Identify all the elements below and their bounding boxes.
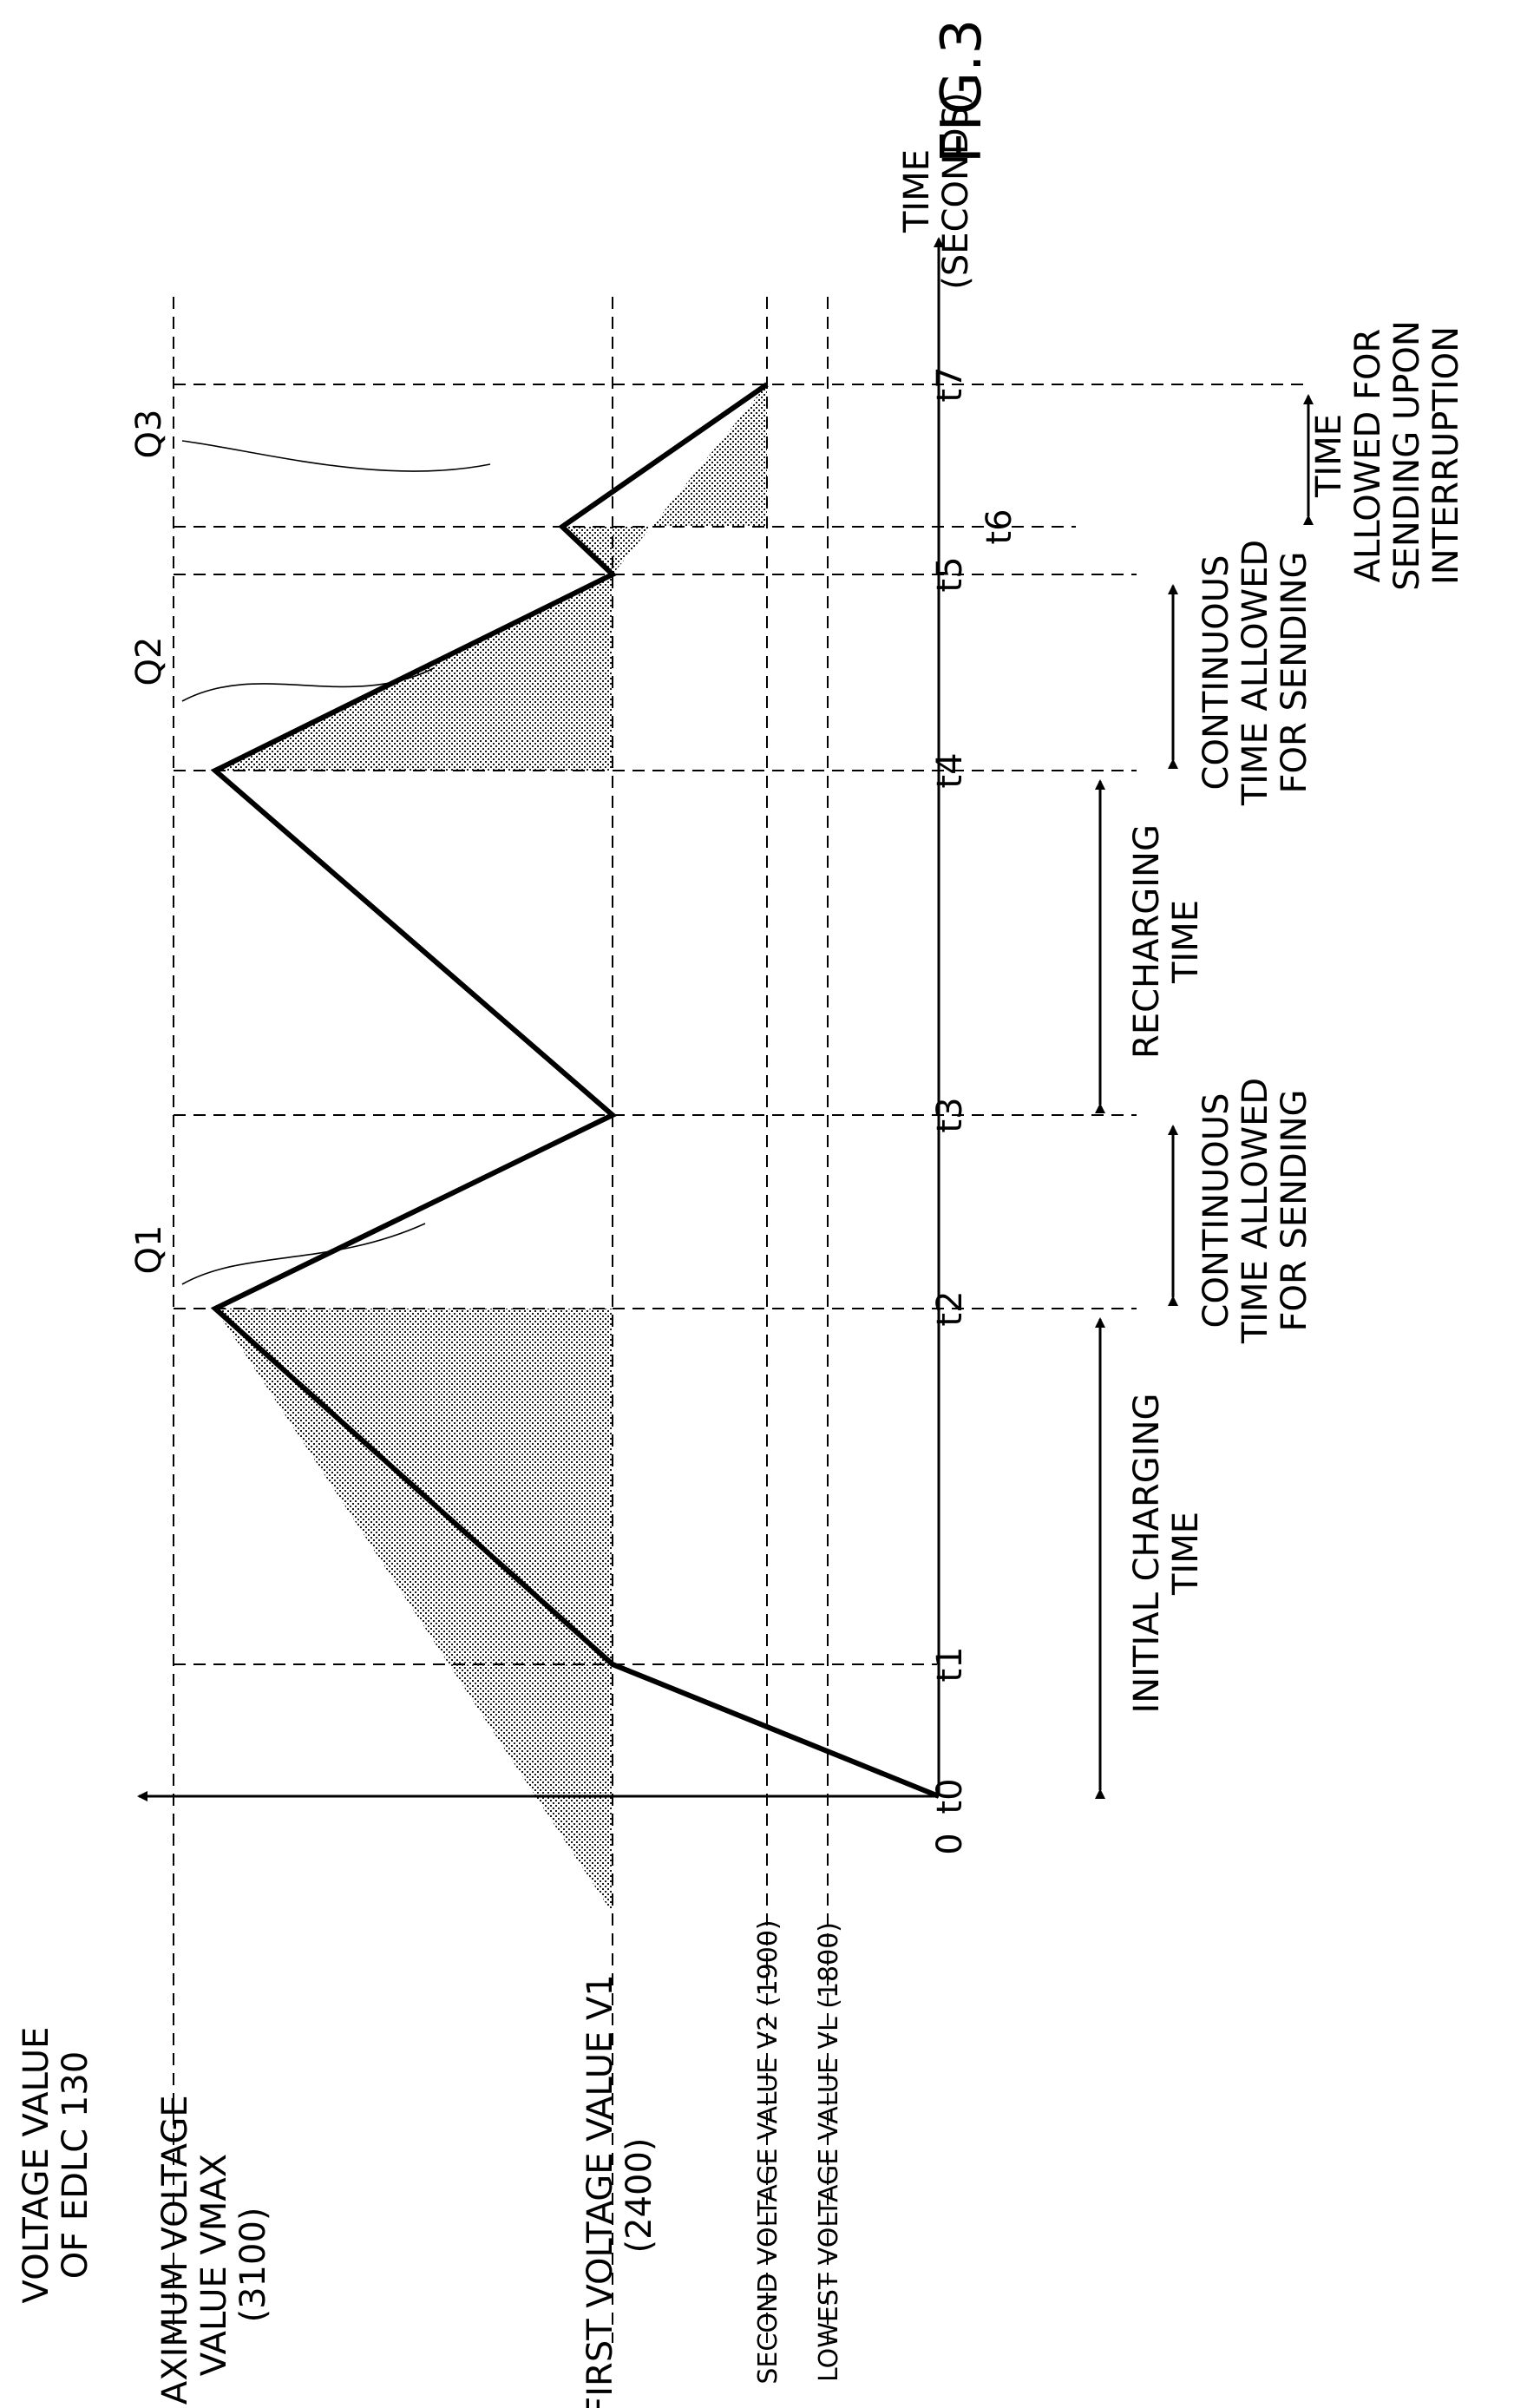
tick-t1: t1 [930,1646,970,1682]
area-q3-shade [562,384,767,574]
x-axis-title-line2: (SECONDS) [936,92,976,289]
q1-leader [181,1223,426,1285]
tick-t4: t4 [930,752,970,788]
vmax-label-line3: (3100) [233,2207,273,2322]
y-axis-title-line2: OF EDLC 130 [56,2051,95,2280]
interruption-line1: TIME [1309,414,1349,498]
interruption-line2: ALLOWED FOR [1348,329,1388,583]
area-q2-label: Q2 [129,637,169,686]
x-axis-title-line1: TIME [897,149,937,233]
continuous-1-line3: FOR SENDING [1275,1089,1314,1331]
vmax-label-line1: MAXIMUM VOLTAGE [155,2095,195,2408]
origin-label: 0 [930,1833,970,1854]
figure-label: FIG.3 [930,19,994,163]
vmax-label-line2: VALUE VMAX [194,2154,234,2376]
recharging-line1: RECHARGING [1127,824,1167,1059]
y-axis-title-line1: VOLTAGE VALUE [16,2027,56,2304]
initial-charging-line2: TIME [1166,1512,1206,1596]
interruption-line3: SENDING UPON [1387,320,1427,591]
continuous-1-line2: TIME ALLOWED [1235,1078,1275,1344]
tick-t7: t7 [930,366,970,402]
interruption-line4: INTERRUPTION [1426,326,1466,585]
area-q1-shade [215,1309,613,1913]
recharging-line2: TIME [1166,900,1206,984]
tick-t6: t6 [980,509,1019,544]
v2-label: SECOND VOLTAGE VALUE V2 (1900) [753,1919,783,2384]
continuous-2-line1: CONTINUOUS [1196,555,1236,791]
voltage-curve [210,382,940,1799]
tick-t5: t5 [930,556,970,592]
v1-label-line2: (2400) [619,2137,659,2253]
continuous-2-line3: FOR SENDING [1275,551,1314,793]
tick-t2: t2 [930,1290,970,1326]
continuous-1-line1: CONTINUOUS [1196,1093,1236,1329]
initial-charging-line1: INITIAL CHARGING [1127,1394,1167,1714]
q3-leader [181,440,491,472]
v1-label-line1: FIRST VOLTAGE VALUE V1 [580,1974,620,2408]
tick-t3: t3 [930,1097,970,1132]
area-q3-label: Q3 [129,410,169,459]
area-q1-label: Q1 [129,1225,169,1275]
vl-label: LOWEST VOLTAGE VALUE VL (1800) [814,1922,844,2382]
tick-t0: t0 [930,1778,970,1814]
continuous-2-line2: TIME ALLOWED [1235,540,1275,806]
q2-leader [181,667,435,702]
